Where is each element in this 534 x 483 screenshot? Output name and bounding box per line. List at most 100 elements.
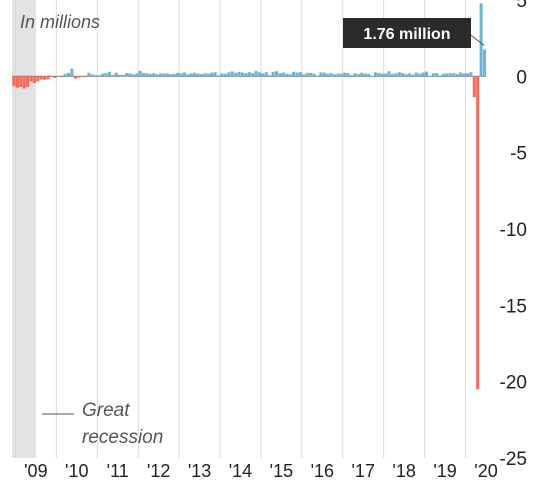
bar xyxy=(49,76,53,77)
bar xyxy=(36,76,40,82)
bar xyxy=(251,72,255,77)
bar xyxy=(346,73,350,77)
bar xyxy=(271,71,275,77)
bar xyxy=(373,72,377,77)
bar xyxy=(476,76,480,390)
bar xyxy=(268,75,272,77)
bar xyxy=(26,76,30,88)
bar xyxy=(124,73,129,77)
bar xyxy=(210,72,214,77)
bar xyxy=(336,73,340,77)
bar xyxy=(240,72,244,77)
bar xyxy=(404,74,408,77)
x-tick-label: '17 xyxy=(352,461,375,481)
bar xyxy=(46,76,50,80)
bar xyxy=(80,76,84,77)
bar xyxy=(353,73,357,77)
bar xyxy=(370,76,374,77)
bar xyxy=(128,73,132,77)
bar xyxy=(118,74,122,77)
bar xyxy=(138,70,142,77)
y-tick-label: -15 xyxy=(500,296,527,317)
bar xyxy=(199,74,204,77)
bar xyxy=(121,74,125,77)
bar xyxy=(84,76,88,78)
bar xyxy=(107,71,111,77)
bar xyxy=(319,72,323,77)
bar xyxy=(445,73,449,77)
callout-label: 1.76 million xyxy=(363,26,450,43)
bar xyxy=(261,73,265,77)
bar xyxy=(390,73,394,77)
bar xyxy=(428,76,432,77)
bar xyxy=(203,73,207,77)
bar xyxy=(455,74,459,77)
y-tick-label: 0 xyxy=(516,67,527,88)
bar xyxy=(66,72,71,77)
bar xyxy=(278,73,282,77)
bar xyxy=(53,76,57,78)
bar xyxy=(479,3,483,77)
bar xyxy=(206,73,210,77)
bar xyxy=(431,73,435,77)
bar xyxy=(172,73,176,77)
bar xyxy=(418,73,422,77)
bar xyxy=(131,74,135,77)
x-tick-label: '14 xyxy=(229,461,252,481)
x-tick-label: '20 xyxy=(474,461,497,481)
bar xyxy=(169,74,173,77)
x-tick-label: '09 xyxy=(24,461,47,481)
bar xyxy=(179,73,183,77)
bar xyxy=(220,73,224,77)
bar xyxy=(302,74,306,77)
y-tick-label: -25 xyxy=(500,449,527,470)
bar xyxy=(377,72,381,77)
x-tick-label: '12 xyxy=(147,461,170,481)
callout-box xyxy=(343,18,471,48)
bar xyxy=(401,72,405,77)
bar xyxy=(448,73,452,77)
bar xyxy=(407,73,412,77)
bar xyxy=(387,71,391,77)
bar xyxy=(285,73,289,77)
bar xyxy=(459,72,463,77)
bar xyxy=(227,72,231,77)
bar xyxy=(435,72,439,77)
x-tick-label: '18 xyxy=(392,461,415,481)
x-tick-label: '13 xyxy=(188,461,211,481)
bar xyxy=(73,76,77,79)
y-tick-label: 5 xyxy=(516,0,527,12)
bar xyxy=(217,75,221,77)
bar xyxy=(292,71,296,77)
bar xyxy=(189,73,193,77)
bar xyxy=(315,75,319,77)
bar xyxy=(452,73,456,77)
bar xyxy=(29,76,33,82)
bar xyxy=(465,73,470,77)
bar xyxy=(367,73,371,77)
bar xyxy=(94,75,98,77)
bar xyxy=(312,73,316,77)
bar xyxy=(148,73,152,77)
bar xyxy=(114,72,118,77)
bar xyxy=(274,71,279,77)
bar xyxy=(350,75,354,77)
bar xyxy=(141,72,146,77)
bar xyxy=(90,74,94,77)
bar xyxy=(394,73,398,77)
y-tick-label: -10 xyxy=(500,220,527,241)
bar xyxy=(384,73,388,77)
bar xyxy=(60,76,64,78)
bar xyxy=(230,71,234,77)
bar xyxy=(295,72,299,77)
bar xyxy=(380,73,384,77)
bar xyxy=(22,76,26,89)
x-tick-label: '16 xyxy=(311,461,334,481)
bar xyxy=(159,73,163,77)
bar xyxy=(155,74,159,77)
bar xyxy=(288,74,292,77)
recession-label-line2: recession xyxy=(82,427,163,448)
bar xyxy=(309,72,313,77)
bar xyxy=(305,72,309,77)
